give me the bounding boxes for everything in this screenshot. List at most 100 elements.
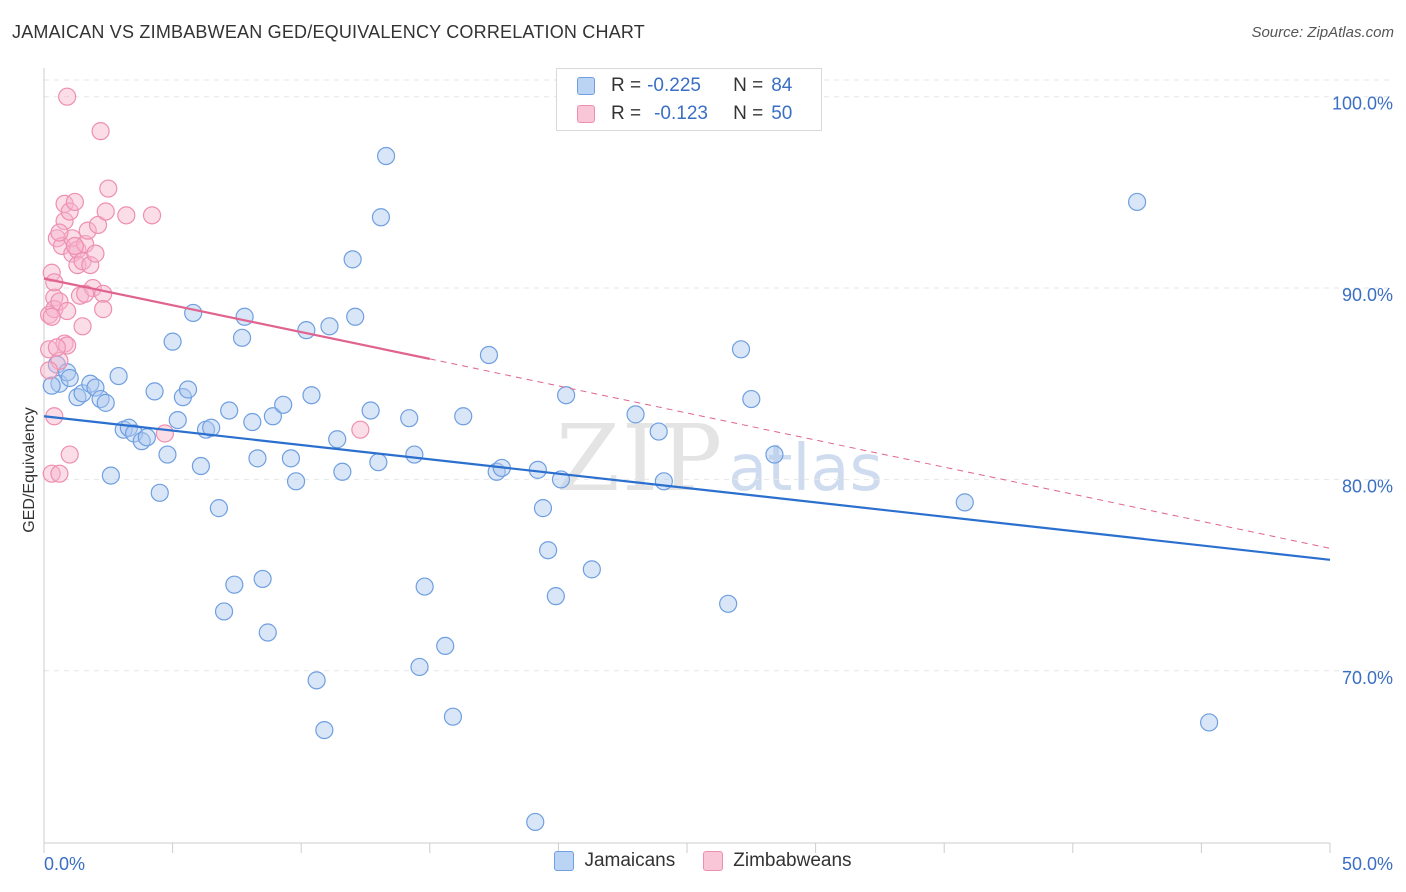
- point-jamaicans: [346, 307, 365, 326]
- watermark-atlas: atlas: [728, 432, 883, 506]
- point-jamaicans: [101, 466, 120, 485]
- legend-n-label: N =: [733, 103, 764, 124]
- x-tick-label: 0.0%: [44, 854, 85, 874]
- gridlines: [44, 79, 1394, 672]
- point-jamaicans: [533, 499, 553, 518]
- point-jamaicans: [209, 499, 228, 518]
- point-zimbabweans: [65, 192, 84, 212]
- point-jamaicans: [307, 671, 326, 690]
- y-tick-label: 70.0%: [1342, 668, 1393, 688]
- point-zimbabweans: [351, 420, 370, 439]
- y-axis-label: GED/Equivalency: [21, 407, 38, 533]
- legend-swatch-blue: [554, 851, 575, 871]
- point-zimbabweans: [76, 284, 95, 303]
- point-zimbabweans: [42, 464, 61, 483]
- point-jamaicans: [343, 250, 362, 269]
- point-jamaicans: [719, 594, 738, 613]
- point-jamaicans: [443, 707, 463, 726]
- legend-item-jamaicans[interactable]: Jamaicans: [554, 850, 675, 872]
- trend-line-jamaicans: [43, 415, 1331, 561]
- legend-n-label: N =: [733, 75, 764, 96]
- legend-row-jamaicans: R = -0.225 N = 84: [577, 72, 792, 100]
- point-jamaicans: [546, 587, 565, 606]
- point-jamaicans: [328, 430, 347, 449]
- point-zimbabweans: [94, 284, 113, 303]
- point-zimbabweans: [50, 292, 69, 311]
- point-jamaicans: [178, 380, 198, 399]
- x-tick-label: 50.0%: [1342, 854, 1393, 874]
- y-tick-label: 90.0%: [1342, 285, 1393, 305]
- point-jamaicans: [539, 541, 558, 560]
- point-jamaicans: [731, 340, 751, 359]
- legend-item-zimbabweans[interactable]: Zimbabweans: [703, 850, 852, 872]
- point-jamaicans: [145, 382, 164, 401]
- legend-r-label: R =: [611, 75, 642, 96]
- point-zimbabweans: [78, 221, 97, 240]
- legend-swatch-blue: [577, 77, 595, 95]
- point-zimbabweans: [55, 211, 74, 231]
- point-jamaicans: [1127, 192, 1147, 212]
- point-zimbabweans: [58, 87, 77, 106]
- point-jamaicans: [42, 376, 61, 395]
- point-jamaicans: [371, 208, 391, 227]
- point-jamaicans: [109, 366, 128, 386]
- point-jamaicans: [168, 410, 187, 430]
- point-jamaicans: [286, 472, 306, 491]
- point-jamaicans: [225, 575, 244, 594]
- point-zimbabweans: [96, 202, 115, 221]
- legend-row-zimbabweans: R = -0.123 N = 50: [577, 100, 792, 128]
- point-zimbabweans: [81, 255, 100, 275]
- point-jamaicans: [376, 146, 396, 166]
- point-zimbabweans: [40, 305, 59, 324]
- data-points: [40, 87, 1219, 832]
- point-jamaicans: [86, 378, 105, 397]
- point-jamaicans: [263, 407, 283, 426]
- point-jamaicans: [582, 560, 601, 579]
- trend-lines: [43, 277, 1331, 561]
- point-jamaicans: [214, 602, 234, 621]
- point-jamaicans: [742, 389, 761, 409]
- point-jamaicans: [369, 453, 388, 472]
- point-zimbabweans: [58, 301, 77, 321]
- point-jamaicans: [191, 456, 210, 476]
- point-jamaicans: [410, 657, 429, 677]
- point-jamaicans: [320, 317, 339, 336]
- point-zimbabweans: [52, 236, 72, 256]
- watermark-zip: ZIP: [556, 405, 725, 512]
- point-jamaicans: [60, 368, 79, 388]
- point-jamaicans: [955, 493, 974, 512]
- watermark: ZIPatlas: [556, 405, 883, 512]
- point-zimbabweans: [40, 361, 59, 380]
- point-jamaicans: [557, 386, 576, 405]
- point-jamaicans: [137, 428, 156, 447]
- point-zimbabweans: [91, 122, 110, 141]
- point-zimbabweans: [117, 206, 136, 225]
- point-jamaicans: [232, 328, 252, 347]
- point-jamaicans: [405, 445, 424, 464]
- point-jamaicans: [454, 407, 473, 426]
- legend-n-value: 50: [771, 103, 793, 124]
- point-zimbabweans: [88, 215, 108, 235]
- legend-r-label: R =: [611, 103, 642, 124]
- point-jamaicans: [248, 449, 267, 468]
- point-jamaicans: [654, 472, 673, 491]
- point-zimbabweans: [42, 307, 61, 326]
- point-jamaicans: [220, 401, 239, 420]
- legend-swatch-pink: [577, 105, 595, 123]
- point-jamaicans: [158, 445, 177, 464]
- point-zimbabweans: [86, 244, 105, 263]
- source-credit: Source: ZipAtlas.com: [1251, 24, 1394, 41]
- point-zimbabweans: [142, 206, 162, 225]
- point-jamaicans: [479, 345, 499, 365]
- series-legend: Jamaicans Zimbabweans: [0, 850, 1406, 872]
- point-jamaicans: [1200, 713, 1219, 732]
- point-jamaicans: [315, 720, 334, 740]
- point-jamaicans: [361, 401, 380, 420]
- point-zimbabweans: [60, 445, 79, 464]
- point-zimbabweans: [50, 223, 69, 242]
- legend-swatch-pink: [703, 851, 724, 871]
- point-jamaicans: [150, 483, 169, 502]
- point-jamaicans: [184, 303, 203, 323]
- point-zimbabweans: [60, 202, 79, 221]
